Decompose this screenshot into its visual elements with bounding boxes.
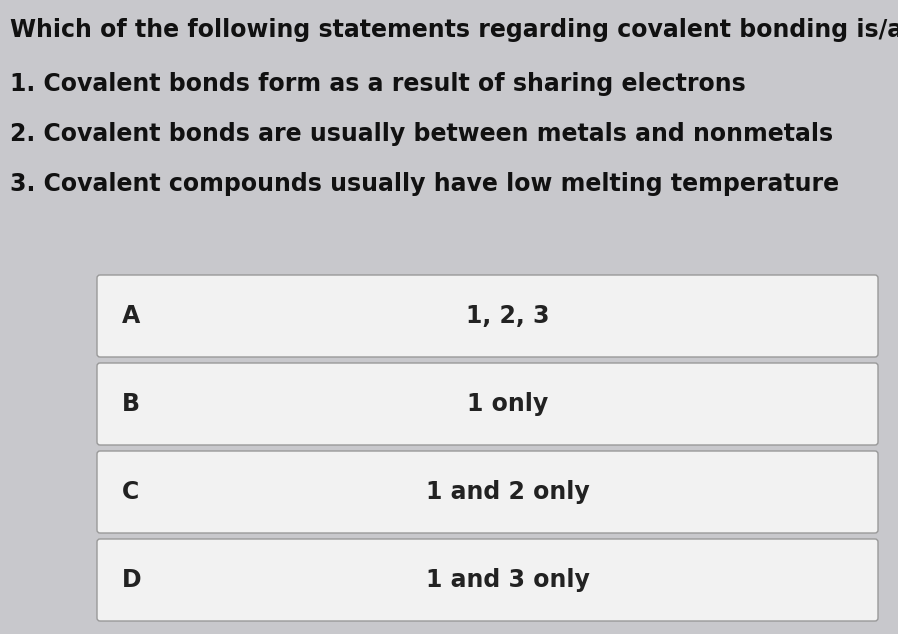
FancyBboxPatch shape [97,363,878,445]
FancyBboxPatch shape [97,539,878,621]
Text: 1 only: 1 only [467,392,548,416]
FancyBboxPatch shape [97,275,878,357]
Text: 3. Covalent compounds usually have low melting temperature: 3. Covalent compounds usually have low m… [10,172,839,196]
Text: 1, 2, 3: 1, 2, 3 [466,304,550,328]
Text: 1 and 3 only: 1 and 3 only [426,568,589,592]
Text: A: A [122,304,140,328]
Text: C: C [122,480,139,504]
Text: 1. Covalent bonds form as a result of sharing electrons: 1. Covalent bonds form as a result of sh… [10,72,745,96]
Text: D: D [122,568,142,592]
FancyBboxPatch shape [97,451,878,533]
Text: B: B [122,392,140,416]
Text: 1 and 2 only: 1 and 2 only [426,480,589,504]
Text: 2. Covalent bonds are usually between metals and nonmetals: 2. Covalent bonds are usually between me… [10,122,833,146]
Text: Which of the following statements regarding covalent bonding is/are true?: Which of the following statements regard… [10,18,898,42]
